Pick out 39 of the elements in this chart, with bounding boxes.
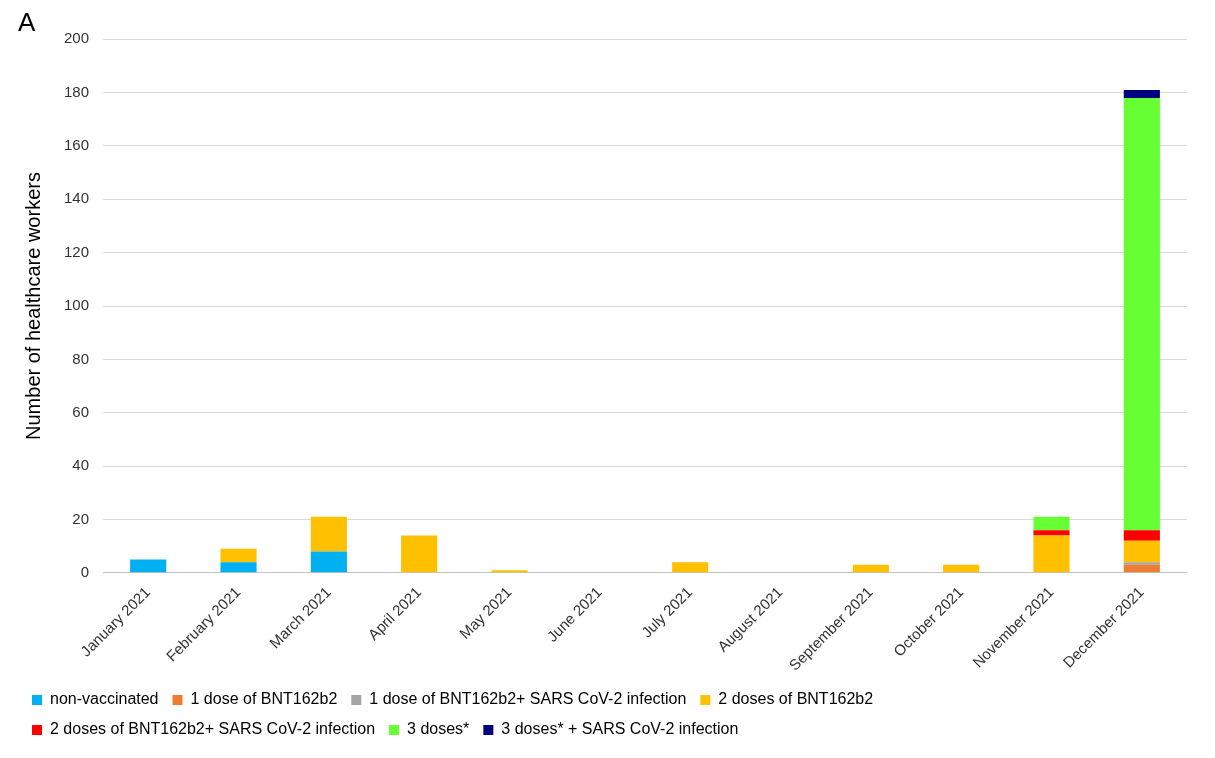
y-tick-label: 180 [64, 82, 90, 100]
legend-label: 2 doses of BNT162b2 [718, 690, 874, 708]
y-tick-label: 140 [64, 189, 90, 207]
y-tick-label: 40 [72, 456, 90, 474]
y-tick-label: 60 [72, 402, 90, 420]
legend-label: non-vaccinated [50, 690, 159, 708]
y-tick-label: 0 [80, 562, 90, 580]
bar [943, 564, 980, 573]
legend-label: 3 doses* + SARS CoV-2 infection [501, 720, 739, 738]
legend-label: 3 doses* [407, 720, 470, 738]
bar [1123, 540, 1160, 563]
bar [1123, 564, 1160, 573]
y-axis-title: Number of healthcare workers [21, 172, 44, 440]
legend-label: 2 doses of BNT162b2+ SARS CoV-2 infection [50, 720, 376, 738]
bar [310, 516, 347, 552]
bar [130, 559, 167, 573]
bar [672, 562, 709, 573]
bar [1033, 530, 1070, 536]
y-tick-label: 160 [64, 136, 90, 154]
chart-title: A [18, 6, 36, 37]
legend-label: 1 dose of BNT162b2+ SARS CoV-2 infection [369, 690, 687, 708]
bar [1123, 89, 1160, 98]
bar [401, 535, 438, 573]
bar [1033, 516, 1070, 531]
bar [310, 551, 347, 573]
y-tick-label: 120 [64, 242, 90, 260]
bar [220, 562, 257, 573]
bar [1123, 562, 1160, 565]
bar [491, 570, 528, 573]
y-tick-label: 20 [72, 509, 90, 527]
bar [1123, 530, 1160, 541]
legend-label: 1 dose of BNT162b2 [190, 690, 338, 708]
bar [1033, 535, 1070, 573]
bar [1123, 97, 1160, 531]
y-tick-label: 100 [64, 296, 90, 314]
bar [220, 548, 257, 563]
y-tick-label: 200 [64, 29, 90, 47]
y-tick-label: 80 [72, 349, 90, 367]
bar [852, 564, 889, 573]
